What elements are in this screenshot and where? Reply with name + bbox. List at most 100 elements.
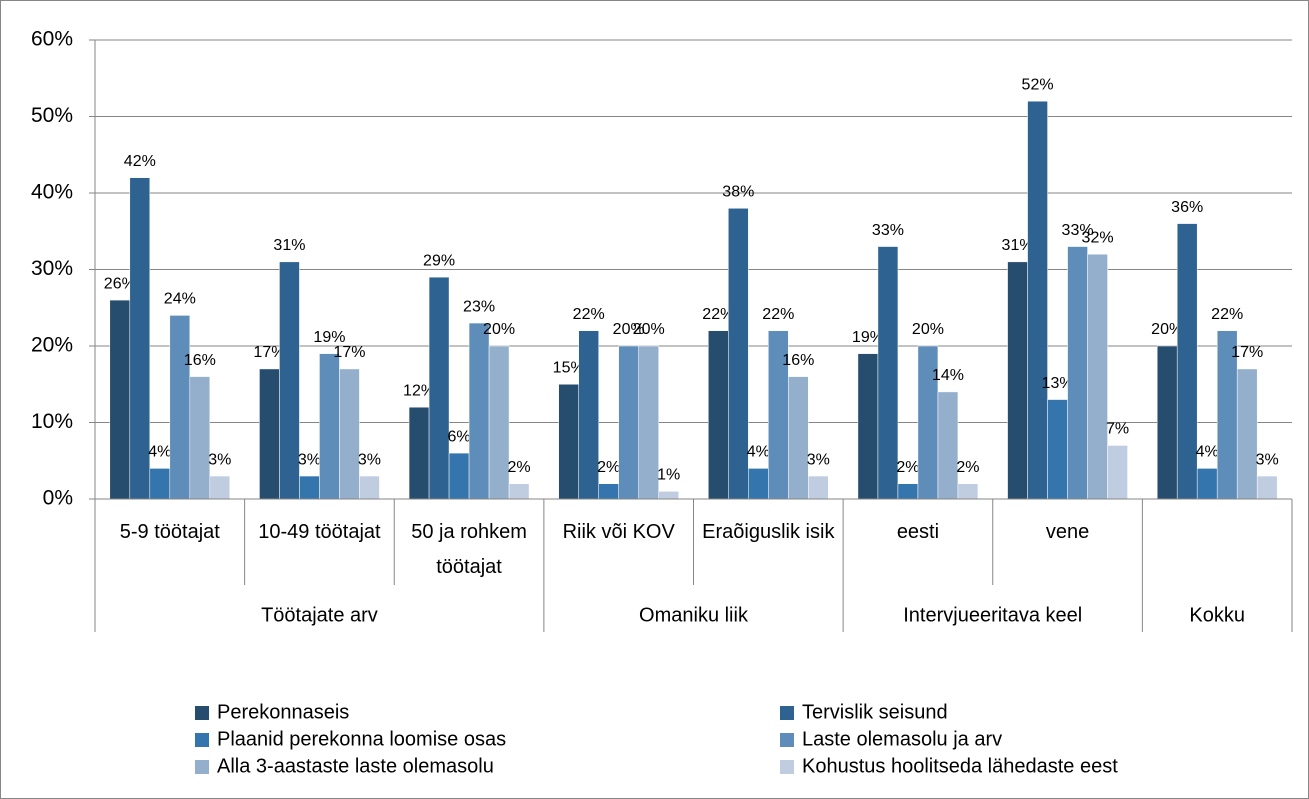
bar xyxy=(1047,399,1068,500)
data-label: 3% xyxy=(358,451,381,468)
bar xyxy=(558,384,579,500)
bar xyxy=(1256,475,1278,500)
x-tick-label: 50 ja rohkem töötajat xyxy=(411,521,527,578)
legend-label: Tervislik seisund xyxy=(802,701,948,723)
bar xyxy=(129,177,151,500)
legend-swatch xyxy=(780,760,794,774)
group-label: Intervjueeritava keel xyxy=(903,604,1082,626)
y-tick-label: 40% xyxy=(31,181,73,204)
legend-swatch xyxy=(195,733,209,747)
data-label: 15% xyxy=(553,359,585,376)
bar xyxy=(578,330,599,500)
data-label: 3% xyxy=(807,451,830,468)
bar xyxy=(748,468,769,500)
x-tick-label: Eraõiguslik isik xyxy=(702,521,835,543)
data-label: 17% xyxy=(333,344,365,361)
legend-swatch xyxy=(780,706,794,720)
bar xyxy=(169,315,191,500)
bar xyxy=(788,376,809,500)
legend-label: Laste olemasolu ja arv xyxy=(802,728,1002,750)
group-label: Omaniku liik xyxy=(639,604,749,626)
bar xyxy=(638,345,659,500)
data-label: 31% xyxy=(273,237,305,254)
bar xyxy=(1156,345,1178,500)
bar xyxy=(149,468,171,500)
bar xyxy=(708,330,729,500)
data-label: 20% xyxy=(633,321,665,338)
bar xyxy=(1027,100,1048,500)
group-label: Kokku xyxy=(1189,604,1245,626)
group-label: Töötajate arv xyxy=(261,604,378,626)
data-label: 20% xyxy=(1151,321,1183,338)
x-tick-label: 10-49 töötajat xyxy=(258,521,381,543)
data-label: 2% xyxy=(508,459,531,476)
data-label: 32% xyxy=(1082,229,1114,246)
y-tick-label: 0% xyxy=(43,487,73,510)
bar xyxy=(299,475,320,500)
data-label: 26% xyxy=(104,275,136,292)
bar xyxy=(109,299,131,500)
y-tick-label: 60% xyxy=(31,28,73,51)
data-label: 20% xyxy=(483,321,515,338)
bar xyxy=(488,345,510,500)
bar xyxy=(1236,368,1258,500)
x-tick-label: vene xyxy=(1045,521,1090,543)
bar xyxy=(897,483,919,500)
y-tick-label: 10% xyxy=(31,410,73,433)
x-tick-label: Riik või KOV xyxy=(562,521,675,543)
data-label: 17% xyxy=(1231,344,1263,361)
x-tick-label: 5-9 töötajat xyxy=(119,521,220,543)
data-label: 22% xyxy=(573,306,605,323)
x-tick-label: eesti xyxy=(896,521,940,543)
data-label: 19% xyxy=(313,329,345,346)
bar xyxy=(408,406,430,500)
bar xyxy=(279,261,300,500)
bar xyxy=(1007,261,1028,500)
bar xyxy=(857,353,879,500)
legend-swatch xyxy=(780,733,794,747)
data-label: 31% xyxy=(1002,237,1034,254)
legend-swatch xyxy=(195,760,209,774)
bar xyxy=(468,322,490,500)
data-label: 2% xyxy=(956,459,979,476)
data-label: 42% xyxy=(124,153,156,170)
legend-label: Kohustus hoolitseda lähedaste eest xyxy=(802,755,1118,777)
legend-label: Alla 3-aastaste laste olemasolu xyxy=(217,755,494,777)
y-tick-label: 50% xyxy=(31,104,73,127)
bar xyxy=(877,246,899,500)
bar xyxy=(1067,246,1088,500)
bar xyxy=(658,491,679,500)
data-label: 24% xyxy=(164,291,196,308)
data-label: 22% xyxy=(762,306,794,323)
bar xyxy=(1176,223,1198,500)
data-label: 12% xyxy=(403,382,435,399)
bar xyxy=(937,391,959,500)
data-label: 14% xyxy=(932,367,964,384)
bar xyxy=(1196,468,1218,500)
data-label: 16% xyxy=(184,352,216,369)
data-label: 4% xyxy=(148,444,171,461)
bar xyxy=(259,368,280,500)
data-label: 36% xyxy=(1171,199,1203,216)
bar xyxy=(1087,253,1108,500)
data-label: 22% xyxy=(1211,306,1243,323)
bar xyxy=(428,276,450,500)
data-label: 20% xyxy=(912,321,944,338)
legend-swatch xyxy=(195,706,209,720)
data-label: 3% xyxy=(1256,451,1279,468)
data-label: 20% xyxy=(613,321,645,338)
data-label: 17% xyxy=(253,344,285,361)
bar xyxy=(189,376,211,500)
bar xyxy=(359,475,380,500)
bar xyxy=(618,345,639,500)
data-label: 19% xyxy=(852,329,884,346)
legend-label: Plaanid perekonna loomise osas xyxy=(217,728,506,750)
data-label: 2% xyxy=(896,459,919,476)
data-label: 1% xyxy=(657,467,680,484)
data-label: 33% xyxy=(872,222,904,239)
data-label: 33% xyxy=(1062,222,1094,239)
data-label: 13% xyxy=(1042,375,1074,392)
y-tick-label: 20% xyxy=(31,334,73,357)
data-label: 4% xyxy=(747,444,770,461)
